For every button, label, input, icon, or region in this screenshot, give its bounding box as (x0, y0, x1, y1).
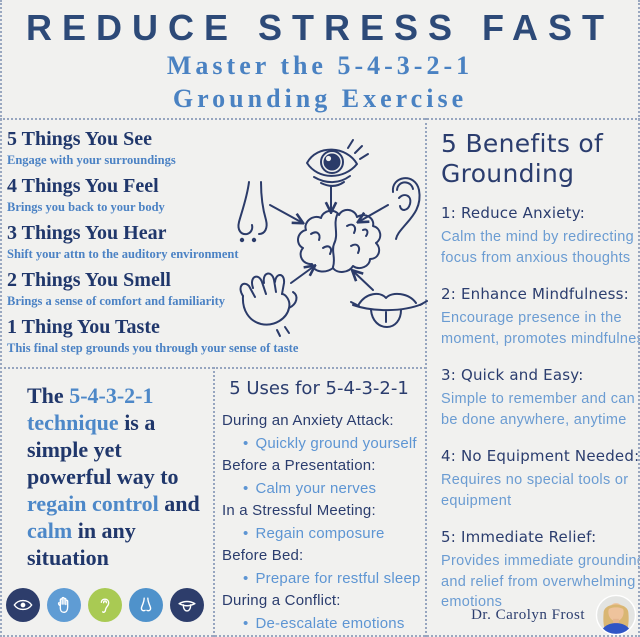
author-avatar (595, 594, 637, 636)
benefit-item: 1: Reduce Anxiety: Calm the mind by redi… (441, 204, 634, 266)
step-taste: 1 Thing You Taste This final step ground… (7, 314, 307, 357)
step-heading: 4 Things You Feel (7, 175, 159, 197)
steps-list: 5 Things You See Engage with your surrou… (7, 126, 307, 361)
step-see: 5 Things You See Engage with your surrou… (7, 126, 307, 169)
use-item: During a Conflict: • De-escalate emotions (222, 592, 405, 632)
ear-icon (88, 588, 122, 622)
divider-bottom-left (213, 367, 215, 637)
hand-icon (47, 588, 81, 622)
sense-icons-row (6, 588, 204, 622)
benefit-item: 3: Quick and Easy: Simple to remember an… (441, 366, 635, 428)
eye-icon (6, 588, 40, 622)
uses-section: 5 Uses for 5-4-3-2-1 During an Anxiety A… (213, 368, 425, 635)
nose-icon (129, 588, 163, 622)
step-heading: 1 Thing You Taste (7, 316, 160, 338)
subtitle-line-2: Grounding Exercise (172, 84, 468, 113)
benefits-section: 5 Benefits of Grounding 1: Reduce Anxiet… (441, 129, 640, 629)
benefit-item: 2: Enhance Mindfulness: Encourage presen… (441, 285, 640, 347)
ear-sketch-icon (391, 177, 421, 240)
step-sub: This final step grounds you through your… (7, 341, 299, 355)
page-title: REDUCE STRESS FAST (25, 7, 615, 48)
tongue-sketch-icon (350, 292, 428, 328)
bullet: • (243, 614, 249, 632)
hand-sketch-icon (239, 272, 298, 337)
bullet: • (243, 479, 249, 497)
arrows-to-brain (269, 185, 389, 291)
use-item: In a Stressful Meeting: • Regain composur… (222, 502, 385, 542)
statement-text: The 5-4-3-2-1 technique is a simple yet … (27, 383, 200, 570)
subtitle-line-1: Master the 5-4-3-2-1 (166, 51, 474, 80)
author-credit: Dr. Carolyn Frost (471, 593, 637, 637)
step-sub: Shift your attn to the auditory environm… (7, 247, 239, 261)
tongue-icon (170, 588, 204, 622)
benefit-item: 4: No Equipment Needed: Requires no spec… (441, 447, 640, 509)
bullet: • (243, 569, 249, 587)
benefit-item: 5: Immediate Relief: Provides immediate … (441, 528, 640, 610)
step-sub: Brings you back to your body (7, 200, 165, 214)
uses-heading: 5 Uses for 5-4-3-2-1 (229, 378, 409, 399)
brain-sketch-icon (297, 209, 382, 273)
bullet: • (243, 524, 249, 542)
step-feel: 4 Things You Feel Brings you back to you… (7, 173, 307, 216)
step-heading: 5 Things You See (7, 128, 153, 150)
use-item: During an Anxiety Attack: • Quickly groun… (222, 412, 417, 452)
divider-header (0, 118, 640, 120)
bullet: • (243, 434, 249, 452)
step-hear: 3 Things You Hear Shift your attn to the… (7, 220, 307, 263)
step-smell: 2 Things You Smell Brings a sense of com… (7, 267, 307, 310)
step-heading: 3 Things You Hear (7, 222, 167, 244)
divider-right-column (425, 118, 427, 637)
step-sub: Brings a sense of comfort and familiarit… (7, 294, 226, 308)
senses-brain-diagram (233, 122, 428, 365)
eye-sketch-icon (306, 139, 369, 187)
author-name: Dr. Carolyn Frost (471, 606, 585, 623)
step-heading: 2 Things You Smell (7, 269, 171, 291)
technique-statement: The 5-4-3-2-1 technique is a simple yet … (0, 368, 213, 571)
use-item: Before a Presentation: • Calm your nerves (222, 457, 377, 497)
use-item: Before Bed: • Prepare for restful sleep (222, 547, 421, 587)
step-sub: Engage with your surroundings (7, 153, 176, 167)
benefits-heading: 5 Benefits of Grounding (441, 129, 604, 188)
nose-sketch-icon (237, 181, 268, 243)
header: REDUCE STRESS FAST Master the 5-4-3-2-1 … (0, 0, 640, 115)
